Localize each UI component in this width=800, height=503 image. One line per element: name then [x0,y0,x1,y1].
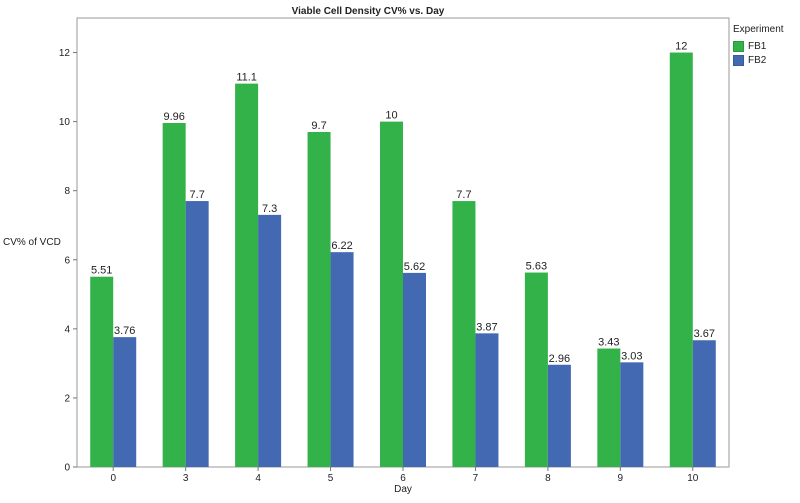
data-label: 7.7 [190,189,205,201]
data-label: 3.03 [621,350,642,362]
y-tick-label: 0 [64,463,70,474]
legend-swatch [733,40,744,52]
data-label: 7.3 [262,203,277,215]
data-label: 10 [385,110,397,122]
legend-label: FB2 [748,54,767,66]
legend-item-fb1: FB1 [733,39,784,53]
bar-fb1 [90,276,114,467]
x-axis-label: Day [394,484,412,495]
x-tick-label: 9 [618,473,624,484]
data-label: 11.1 [236,72,257,84]
bar-fb2 [620,362,644,467]
bar-fb1 [307,131,331,467]
bar-fb2 [692,340,716,467]
bar-fb2 [547,364,571,467]
y-tick-label: 6 [64,255,70,266]
bar-fb1 [669,52,693,468]
plot-area: 0 2 4 6 8 10 12 0 5.51 3.76 3 9.96 7.7 4 11.1 7.3 5 9.7 6.… [59,17,730,484]
data-label: 9.96 [163,111,184,123]
x-tick-label: 5 [328,473,334,484]
bar-fb2 [403,272,426,467]
data-label: 5.62 [404,261,425,273]
legend-label: FB1 [748,40,767,52]
bar-fb1 [452,201,476,468]
data-label: 7.7 [456,189,471,201]
bar-fb2 [185,201,209,468]
legend-title: Experiment [733,24,784,35]
bar-fb2 [475,333,499,467]
data-label: 3.87 [476,321,497,333]
y-tick-label: 2 [64,393,70,404]
data-label: 12 [675,41,687,53]
y-tick-label: 12 [59,48,71,59]
bar-fb1 [524,272,548,467]
x-tick-label: 8 [545,473,551,484]
x-tick-label: 3 [183,473,189,484]
x-tick-label: 0 [110,473,116,484]
y-axis-label: CV% of VCD [3,237,61,248]
bar-fb2 [258,214,282,467]
data-label: 5.63 [526,261,547,273]
bar-fb1 [162,122,186,468]
bar-fb1 [380,121,403,467]
bar-fb1 [597,348,621,467]
legend: Experiment FB1 FB2 [733,24,784,67]
data-label: 5.51 [91,265,112,277]
legend-swatch [733,54,744,66]
data-label: 9.7 [311,120,326,132]
data-label: 6.22 [331,240,352,252]
y-tick-label: 10 [59,117,71,128]
legend-item-fb2: FB2 [733,53,784,67]
x-tick-label: 10 [687,473,699,484]
chart-title: Viable Cell Density CV% vs. Day [292,6,445,17]
data-label: 3.76 [114,325,135,337]
data-label: 2.96 [549,353,570,365]
x-tick-label: 7 [473,473,479,484]
bar-fb2 [330,252,354,467]
data-label: 3.43 [598,337,619,349]
x-tick-label: 4 [255,473,261,484]
y-tick-label: 4 [64,324,70,335]
bar-fb2 [113,337,137,467]
data-label: 3.67 [694,328,715,340]
x-tick-label: 6 [400,473,406,484]
y-tick-label: 8 [64,186,70,197]
bar-fb1 [235,83,259,467]
